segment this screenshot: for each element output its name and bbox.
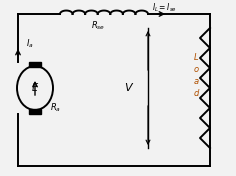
Text: $I_a$: $I_a$ [26,38,34,50]
Text: $R_a$: $R_a$ [50,102,61,114]
Text: V: V [124,83,132,93]
Text: o: o [194,65,198,74]
Text: L: L [194,54,198,62]
Text: E: E [32,83,38,93]
Text: $I_L = I_{se}$: $I_L = I_{se}$ [152,2,177,14]
Text: d: d [193,90,199,99]
Text: $R_{se}$: $R_{se}$ [91,20,105,32]
Bar [29,109,41,114]
Bar [29,62,41,67]
Text: a: a [194,77,198,86]
